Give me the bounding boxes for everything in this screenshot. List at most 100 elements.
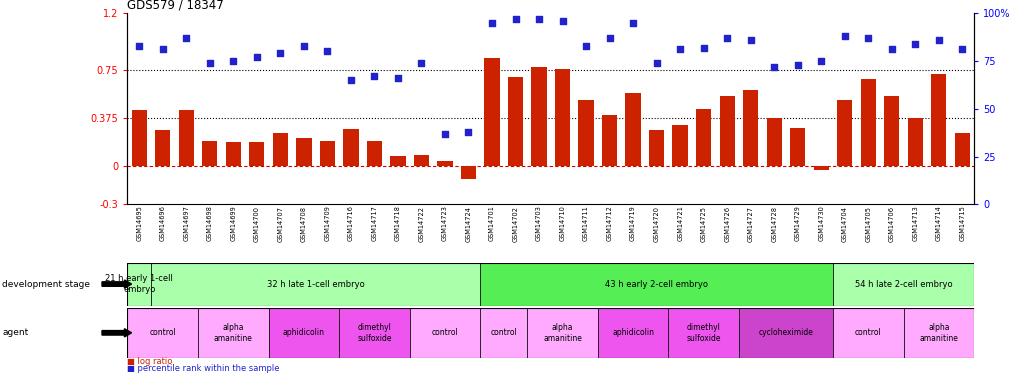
Point: [836, 33, 852, 39]
Text: 32 h late 1-cell embryo: 32 h late 1-cell embryo: [267, 280, 364, 289]
Bar: [507, 77, 523, 166]
Point: [272, 50, 288, 56]
Bar: [343, 129, 359, 166]
Point: [366, 73, 382, 79]
Point: [296, 43, 312, 49]
Text: GSM14710: GSM14710: [559, 206, 565, 242]
Bar: [833, 308, 903, 358]
Bar: [484, 58, 499, 166]
Point: [812, 58, 828, 64]
Bar: [131, 110, 147, 166]
Bar: [338, 308, 410, 358]
Point: [742, 37, 758, 43]
Bar: [833, 262, 973, 306]
Point: [554, 18, 571, 24]
Text: GSM14713: GSM14713: [911, 206, 917, 241]
Text: GSM14702: GSM14702: [512, 206, 518, 242]
Bar: [766, 118, 782, 166]
Text: GSM14704: GSM14704: [841, 206, 847, 242]
Bar: [272, 133, 287, 166]
Point: [530, 16, 546, 22]
Bar: [954, 133, 969, 166]
Text: dimethyl
sulfoxide: dimethyl sulfoxide: [686, 323, 720, 342]
Text: GSM14698: GSM14698: [207, 206, 213, 242]
Text: GSM14717: GSM14717: [371, 206, 377, 242]
Text: GSM14724: GSM14724: [465, 206, 471, 242]
Text: GSM14723: GSM14723: [441, 206, 447, 242]
Bar: [903, 308, 973, 358]
Point: [178, 35, 195, 41]
Text: alpha
amanitine: alpha amanitine: [542, 323, 582, 342]
Text: GSM14712: GSM14712: [606, 206, 612, 242]
Text: control: control: [149, 328, 176, 338]
Bar: [672, 125, 687, 166]
Text: 21 h early 1-cell
embryо: 21 h early 1-cell embryо: [105, 274, 173, 294]
Text: GSM14714: GSM14714: [934, 206, 941, 242]
Text: GSM14721: GSM14721: [677, 206, 683, 242]
Text: GSM14728: GSM14728: [770, 206, 776, 242]
Point: [225, 58, 242, 64]
Point: [859, 35, 875, 41]
Bar: [625, 93, 640, 166]
Point: [319, 48, 335, 54]
Bar: [718, 96, 734, 166]
Text: dimethyl
sulfoxide: dimethyl sulfoxide: [357, 323, 391, 342]
Text: development stage: development stage: [2, 280, 90, 289]
Bar: [648, 130, 663, 166]
Text: GSM14711: GSM14711: [583, 206, 589, 241]
Bar: [437, 161, 452, 166]
Bar: [480, 308, 527, 358]
Text: GSM14708: GSM14708: [301, 206, 307, 242]
Bar: [837, 100, 852, 166]
Bar: [155, 130, 170, 166]
Bar: [151, 262, 480, 306]
Bar: [319, 141, 334, 166]
Bar: [813, 166, 828, 170]
Bar: [907, 118, 922, 166]
Text: aphidicolin: aphidicolin: [611, 328, 653, 338]
Point: [389, 75, 406, 81]
Bar: [461, 166, 476, 179]
Text: GSM14720: GSM14720: [653, 206, 659, 242]
Text: cycloheximide: cycloheximide: [758, 328, 812, 338]
Bar: [883, 96, 899, 166]
Text: GSM14703: GSM14703: [536, 206, 541, 242]
Text: GSM14725: GSM14725: [700, 206, 706, 242]
Point: [155, 46, 171, 53]
Point: [578, 43, 594, 49]
Point: [342, 77, 359, 83]
Text: GSM14695: GSM14695: [137, 206, 142, 242]
Text: control: control: [431, 328, 458, 338]
Text: aphidicolin: aphidicolin: [282, 328, 325, 338]
Point: [625, 20, 641, 26]
Bar: [410, 308, 480, 358]
Point: [953, 46, 969, 53]
Bar: [527, 308, 597, 358]
Bar: [531, 67, 546, 166]
Point: [460, 129, 476, 135]
Bar: [790, 128, 805, 166]
Text: GSM14729: GSM14729: [794, 206, 800, 242]
Point: [789, 62, 805, 68]
Bar: [578, 100, 593, 166]
Text: control: control: [490, 328, 517, 338]
Text: agent: agent: [2, 328, 29, 338]
Bar: [296, 138, 311, 166]
Text: GSM14726: GSM14726: [723, 206, 730, 242]
Text: GSM14715: GSM14715: [959, 206, 964, 242]
Text: 43 h early 2-cell embryo: 43 h early 2-cell embryo: [604, 280, 707, 289]
Text: GSM14705: GSM14705: [864, 206, 870, 242]
Text: GSM14699: GSM14699: [230, 206, 236, 241]
Bar: [367, 141, 382, 166]
Point: [249, 54, 265, 60]
Text: GSM14706: GSM14706: [888, 206, 894, 242]
Bar: [225, 142, 240, 166]
Text: GSM14701: GSM14701: [488, 206, 494, 242]
Bar: [127, 262, 151, 306]
Point: [413, 60, 429, 66]
Text: ■ log ratio: ■ log ratio: [127, 357, 172, 366]
Bar: [742, 90, 757, 166]
Text: GSM14697: GSM14697: [183, 206, 190, 242]
Point: [695, 45, 711, 51]
Bar: [860, 80, 875, 166]
